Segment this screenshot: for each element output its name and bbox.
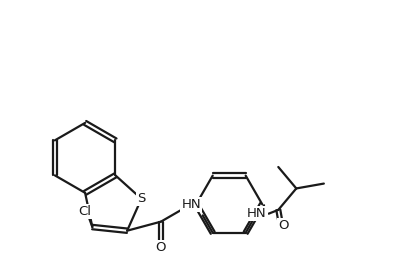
Text: S: S — [137, 192, 145, 205]
Text: O: O — [155, 241, 166, 254]
Text: Cl: Cl — [78, 205, 92, 218]
Text: O: O — [278, 219, 289, 232]
Text: HN: HN — [247, 207, 267, 220]
Text: HN: HN — [181, 198, 201, 211]
